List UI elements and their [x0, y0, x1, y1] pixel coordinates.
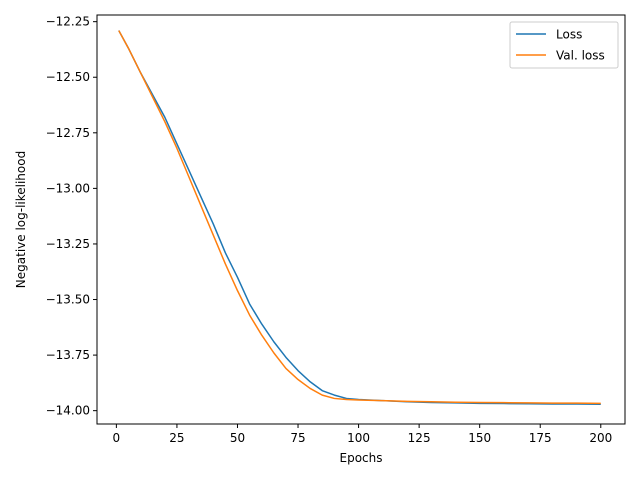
series-line-val-loss — [118, 30, 601, 405]
series-layer — [118, 30, 601, 405]
x-tick-label: 175 — [529, 431, 552, 445]
x-tick-label: 25 — [169, 431, 184, 445]
y-tick-label: −13.75 — [46, 348, 90, 362]
y-tick-label: −13.25 — [46, 237, 90, 251]
y-tick-label: −13.50 — [46, 293, 90, 307]
y-tick-label: −12.50 — [46, 70, 90, 84]
y-axis-ticks: −12.25 −12.50 −12.75 −13.00 −13.25 −13.50 −13.… — [46, 15, 97, 418]
y-tick-label: −14.00 — [46, 404, 90, 418]
x-tick-label: 0 — [113, 431, 121, 445]
x-tick-label: 125 — [408, 431, 431, 445]
x-tick-label: 50 — [230, 431, 245, 445]
x-tick-label: 75 — [290, 431, 305, 445]
x-tick-label: 100 — [347, 431, 370, 445]
y-axis-label: Negative log-likelihood — [14, 151, 28, 288]
legend-label-loss: Loss — [556, 28, 582, 42]
plot-area — [97, 15, 625, 424]
x-axis-label: Epochs — [340, 451, 383, 465]
y-tick-label: −13.00 — [46, 181, 90, 195]
y-tick-label: −12.25 — [46, 15, 90, 29]
x-tick-label: 200 — [589, 431, 612, 445]
x-axis-ticks: 0 25 50 75 100 125 150 175 200 — [113, 424, 612, 445]
legend: Loss Val. loss — [509, 21, 619, 69]
plot-frame — [96, 14, 626, 425]
y-tick-label: −12.75 — [46, 126, 90, 140]
legend-label-val-loss: Val. loss — [556, 49, 605, 63]
series-line-loss — [118, 30, 601, 405]
x-tick-label: 150 — [468, 431, 491, 445]
